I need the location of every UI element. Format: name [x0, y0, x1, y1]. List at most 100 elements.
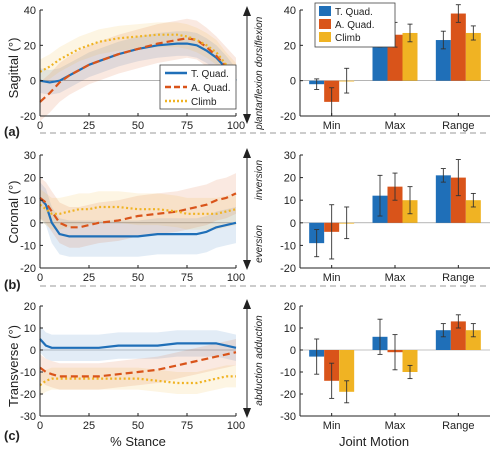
x-category-label: Min	[323, 120, 341, 132]
series-line-aquad	[39, 37, 237, 103]
bar-tquad	[372, 43, 388, 81]
x-category-label: Range	[442, 420, 474, 432]
sd-band-tquad	[40, 31, 236, 95]
panel-label-c: (c)	[4, 428, 20, 443]
series-line-climb	[39, 203, 237, 215]
x-tick-label: 25	[83, 272, 95, 284]
y-tick-label: 10	[24, 195, 36, 207]
y-tick-label: 20	[284, 173, 296, 185]
sd-band-aquad	[40, 173, 236, 248]
y-tick-label: 0	[290, 345, 296, 357]
series-line-climb	[39, 375, 236, 387]
xlabel-stance: % Stance	[110, 434, 166, 449]
ylabel-transverse: Transverse (°)	[6, 325, 21, 407]
bar-chart-1	[299, 4, 490, 117]
y-tick-label: -20	[280, 111, 296, 123]
bar-legend-label-aquad: A. Quad.	[335, 20, 374, 31]
x-tick-label: 50	[132, 272, 144, 284]
bar-aquad	[450, 177, 466, 223]
bar-tquad	[435, 175, 451, 223]
y-tick-label: 30	[24, 150, 36, 162]
ylabel-coronal: Coronal (°)	[6, 181, 21, 244]
bar-climb	[465, 32, 481, 81]
series-line-tquad	[39, 338, 237, 349]
y-tick-label: 30	[284, 150, 296, 162]
series-line-aquad	[39, 192, 237, 229]
x-category-label: Range	[442, 272, 474, 284]
x-tick-label: 0	[37, 272, 43, 284]
bar-tquad	[435, 40, 451, 81]
bar-tquad	[435, 330, 451, 350]
x-category-label: Max	[385, 272, 406, 284]
y-tick-label: -10	[20, 367, 36, 379]
y-tick-label: 0	[30, 76, 36, 88]
y-tick-label: 20	[284, 301, 296, 313]
legend-label-climb: Climb	[191, 97, 217, 108]
bar-chart-3	[299, 305, 490, 417]
xlabel-joint-motion: Joint Motion	[339, 434, 409, 449]
y-tick-label: 20	[24, 301, 36, 313]
legend-label-tquad: T. Quad.	[191, 69, 229, 80]
x-category-label: Max	[385, 420, 406, 432]
y-tick-label: 20	[284, 40, 296, 52]
arrow-label-adduction: adduction	[254, 315, 265, 359]
x-tick-label: 75	[181, 120, 193, 132]
y-tick-label: 0	[290, 76, 296, 88]
y-tick-label: -20	[20, 263, 36, 275]
x-tick-label: 25	[83, 420, 95, 432]
panel-label-b: (b)	[4, 277, 21, 292]
arrow-label-abduction: abduction	[254, 362, 265, 406]
line-legend: T. Quad. A. Quad. Climb	[159, 64, 237, 110]
line-chart-2	[39, 154, 237, 269]
bar-legend-swatch-tquad	[319, 6, 331, 16]
y-tick-label: 10	[24, 323, 36, 335]
bar-aquad	[450, 13, 466, 81]
panel-label-a: (a)	[4, 124, 20, 139]
y-tick-label: 0	[30, 218, 36, 230]
y-tick-label: 20	[24, 40, 36, 52]
x-category-label: Range	[442, 120, 474, 132]
x-category-label: Min	[323, 272, 341, 284]
line-chart-3	[39, 305, 237, 417]
arrow-label-eversion: eversion	[254, 225, 265, 263]
sd-band-aquad	[40, 339, 236, 390]
series-line-aquad	[39, 351, 237, 378]
bar-aquad	[387, 186, 403, 223]
x-tick-label: 50	[132, 120, 144, 132]
y-tick-label: -20	[20, 389, 36, 401]
y-tick-label: -10	[20, 240, 36, 252]
legend-label-aquad: A. Quad.	[191, 83, 230, 94]
arrow-label-plantarflexion: plantarflexion	[254, 70, 265, 131]
bar-legend-swatch-aquad	[319, 19, 331, 29]
x-category-label: Min	[323, 420, 341, 432]
y-tick-label: -20	[280, 389, 296, 401]
bar-legend-swatch-climb	[319, 32, 331, 42]
bar-legend-label-climb: Climb	[335, 33, 361, 44]
y-tick-label: 0	[290, 218, 296, 230]
x-tick-label: 0	[37, 120, 43, 132]
y-tick-label: -30	[280, 411, 296, 423]
arrow-label-inversion: inversion	[254, 160, 265, 200]
sd-band-climb	[40, 22, 236, 88]
arrow-label-dorsiflexion: dorsiflexion	[254, 16, 265, 67]
sd-band-climb	[40, 365, 236, 397]
x-tick-label: 25	[83, 120, 95, 132]
bar-chart-2	[299, 154, 490, 269]
x-tick-label: 100	[227, 420, 245, 432]
bar-legend: T. Quad. A. Quad. Climb	[314, 2, 396, 48]
bar-climb	[339, 350, 355, 392]
x-tick-label: 50	[132, 420, 144, 432]
line-chart-1	[39, 9, 237, 122]
x-tick-label: 75	[181, 272, 193, 284]
sd-band-tquad	[40, 182, 236, 257]
series-line-climb	[39, 33, 237, 77]
sd-band-tquad	[40, 325, 236, 361]
x-category-label: Max	[385, 120, 406, 132]
x-tick-label: 75	[181, 420, 193, 432]
y-tick-label: -20	[20, 111, 36, 123]
bar-climb	[465, 200, 481, 223]
sd-band-climb	[40, 188, 236, 230]
bar-climb	[465, 330, 481, 350]
y-tick-label: -30	[20, 411, 36, 423]
x-tick-label: 100	[227, 120, 245, 132]
